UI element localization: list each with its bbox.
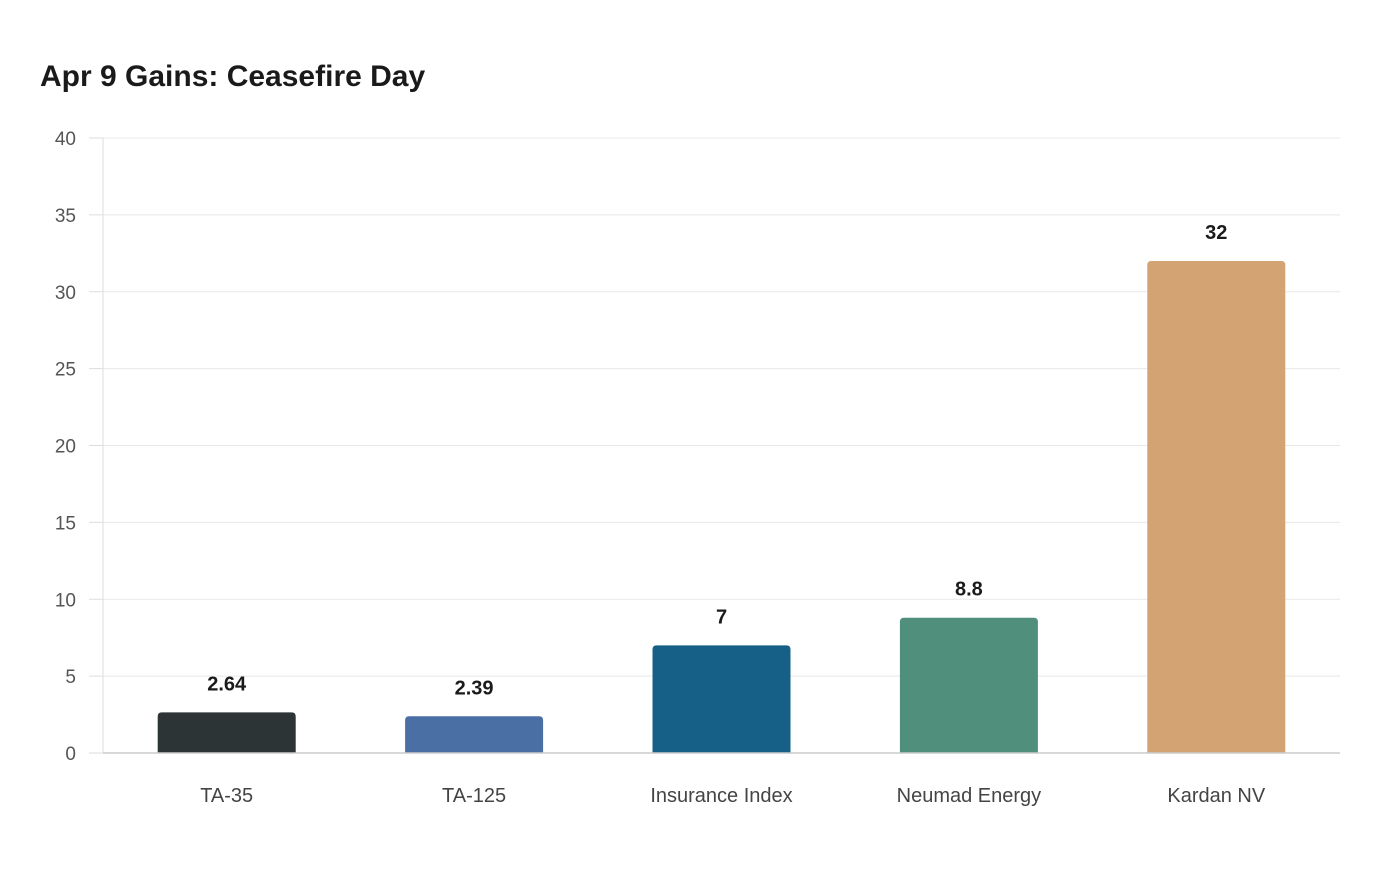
bar-ta-125 bbox=[405, 716, 544, 753]
y-tick-label: 40 bbox=[55, 129, 76, 150]
y-tick-label: 20 bbox=[55, 437, 76, 458]
x-tick-label: Neumad Energy bbox=[897, 785, 1042, 807]
bar-neumad-energy bbox=[899, 617, 1038, 753]
y-tick-label: 35 bbox=[55, 206, 76, 227]
bar-kardan-nv bbox=[1147, 261, 1286, 753]
data-label: 8.8 bbox=[955, 579, 983, 601]
bar-ta-35 bbox=[157, 712, 296, 753]
data-label: 2.39 bbox=[455, 677, 494, 699]
data-label: 32 bbox=[1205, 222, 1227, 244]
x-tick-label: Kardan NV bbox=[1167, 785, 1265, 807]
x-tick-label: Insurance Index bbox=[650, 785, 792, 807]
data-label: 7 bbox=[716, 606, 727, 628]
x-tick-label: TA-35 bbox=[200, 785, 253, 807]
data-label: 2.64 bbox=[207, 673, 247, 695]
x-tick-label: TA-125 bbox=[442, 785, 506, 807]
y-tick-label: 30 bbox=[55, 283, 76, 304]
bar-insurance-index bbox=[652, 645, 791, 753]
chart-title: Apr 9 Gains: Ceasefire Day bbox=[40, 60, 426, 93]
y-tick-label: 10 bbox=[55, 590, 76, 611]
y-tick-label: 25 bbox=[55, 360, 76, 381]
y-tick-label: 15 bbox=[55, 513, 76, 534]
y-tick-label: 0 bbox=[65, 744, 76, 765]
y-tick-label: 5 bbox=[65, 667, 76, 688]
